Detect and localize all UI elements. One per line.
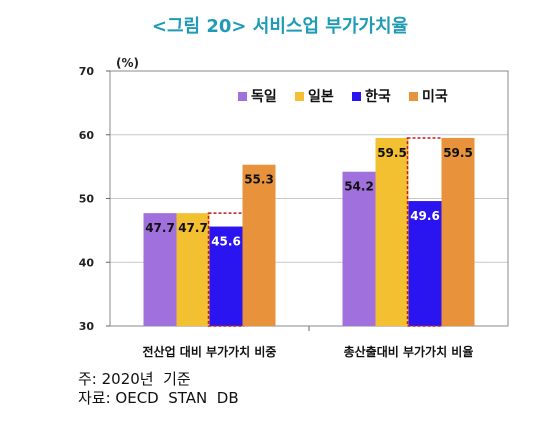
value-label: 49.6 — [410, 209, 440, 223]
legend-label: 한국 — [365, 89, 391, 105]
bar-일본-1 — [375, 137, 409, 326]
legend-swatch-미국 — [409, 92, 418, 101]
legend: 독일 일본 한국 미국 — [238, 89, 448, 105]
y-tick-label: 30 — [79, 320, 95, 333]
category-label: 전산업 대비 부가가치 비중 — [143, 344, 277, 359]
source-text: 자료: OECD STAN DB — [78, 389, 239, 407]
value-label: 55.3 — [244, 173, 274, 187]
value-label: 59.5 — [443, 146, 473, 160]
value-label: 47.7 — [178, 221, 208, 235]
bar-미국-0 — [242, 164, 276, 326]
value-label: 45.6 — [211, 235, 241, 249]
category-label: 총산출대비 부가가치 비율 — [344, 344, 474, 359]
value-label: 54.2 — [344, 180, 374, 194]
bar-미국-1 — [441, 137, 475, 326]
legend-swatch-일본 — [295, 92, 304, 101]
figure-notes: 주: 2020년 기준 자료: OECD STAN DB — [78, 370, 239, 408]
value-labels: 47.7 47.745.655.354.259.549.659.5 — [145, 146, 473, 249]
legend-label: 일본 — [308, 89, 334, 105]
value-label: 47.7 — [145, 221, 175, 235]
bar-일본-0 — [176, 213, 210, 326]
y-tick-label: 40 — [79, 256, 95, 269]
y-tick-label: 60 — [79, 129, 95, 142]
legend-label: 미국 — [422, 89, 448, 105]
legend-label: 독일 — [251, 89, 277, 105]
bars — [143, 137, 475, 327]
value-label: 59.5 — [377, 146, 407, 160]
y-tick-label: 50 — [79, 193, 95, 206]
y-tick-label: 70 — [79, 65, 95, 78]
axes: 30 40 50 60 70 (%) 전산업 대비 부가가치 비중 총산출대비 부가가치 비율 — [79, 56, 509, 359]
note-text: 주: 2020년 기준 — [78, 370, 191, 388]
legend-swatch-한국 — [352, 92, 361, 101]
y-unit-label: (%) — [116, 56, 139, 70]
legend-swatch-독일 — [238, 92, 247, 101]
bar-독일-0 — [143, 213, 177, 326]
highlight-box — [406, 137, 444, 327]
bar-독일-1 — [342, 171, 376, 326]
bar-한국-1 — [408, 201, 442, 326]
figure-title: <그림 20> 서비스업 부가가치율 — [151, 16, 409, 37]
bar-한국-0 — [209, 226, 243, 326]
